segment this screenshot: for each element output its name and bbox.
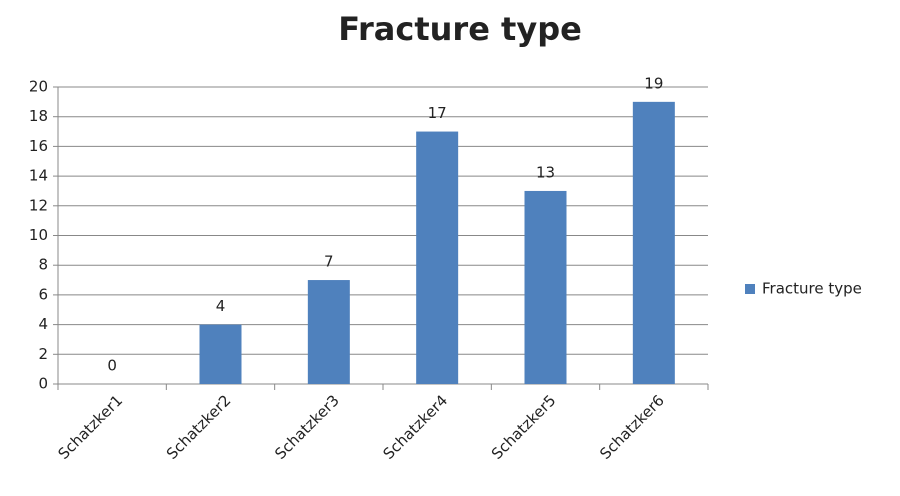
legend-swatch	[745, 284, 755, 294]
y-tick-label: 12	[29, 196, 48, 214]
bar	[307, 280, 350, 384]
data-label: 0	[107, 357, 117, 375]
x-tick-label: Schatzker1	[55, 391, 127, 463]
chart-title: Fracture type	[338, 10, 582, 48]
x-tick-label: Schatzker2	[163, 391, 235, 463]
x-tick-label: Schatzker6	[596, 391, 668, 463]
legend-label: Fracture type	[762, 280, 862, 298]
data-label: 7	[324, 253, 334, 271]
y-tick-label: 0	[38, 375, 48, 393]
data-label: 17	[428, 104, 447, 122]
data-label: 19	[644, 74, 663, 92]
bar	[416, 131, 459, 384]
y-tick-label: 20	[29, 78, 48, 96]
data-label: 13	[536, 163, 555, 181]
y-tick-label: 10	[29, 226, 48, 244]
y-tick-label: 6	[38, 285, 48, 303]
y-tick-label: 18	[29, 107, 48, 125]
x-tick-label: Schatzker3	[271, 391, 343, 463]
y-tick-label: 16	[29, 137, 48, 155]
x-tick-label: Schatzker4	[380, 391, 452, 463]
y-tick-label: 14	[29, 167, 48, 185]
y-tick-label: 8	[38, 256, 48, 274]
bar	[199, 324, 242, 384]
data-label: 4	[216, 297, 226, 315]
x-tick-label: Schatzker5	[488, 391, 560, 463]
y-tick-label: 4	[38, 315, 48, 333]
y-tick-label: 2	[38, 345, 48, 363]
bar	[632, 101, 675, 384]
bar	[524, 190, 567, 384]
